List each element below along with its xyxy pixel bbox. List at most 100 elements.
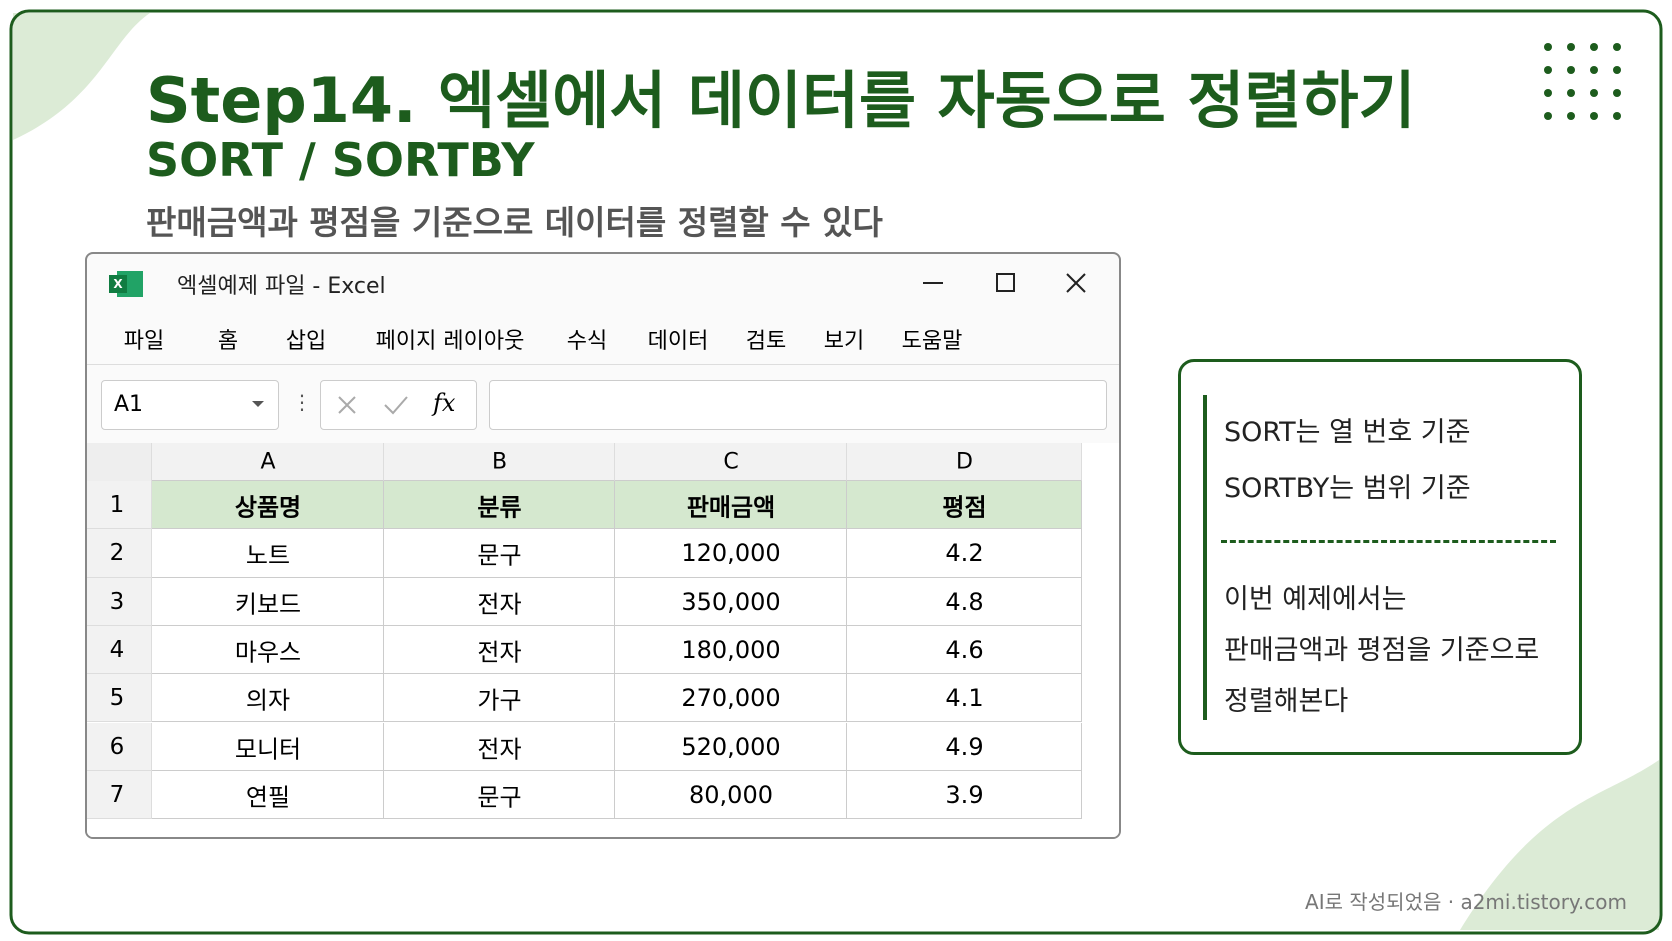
- row-number: 7: [109, 781, 125, 808]
- formula-bar[interactable]: [489, 380, 1107, 430]
- note-line: SORT는 열 번호 기준: [1224, 417, 1471, 448]
- cell-text: 상품명: [234, 493, 302, 522]
- cell-text: 판매금액: [686, 493, 776, 522]
- note-line: 이번 예제에서는: [1224, 584, 1407, 615]
- cell-text: 의자: [245, 686, 291, 715]
- row-header: [87, 529, 152, 578]
- cell-text: 키보드: [234, 590, 302, 619]
- cell-text: 문구: [477, 783, 522, 812]
- cell-text: 3.9: [945, 780, 984, 809]
- cell-text: 노트: [245, 541, 291, 570]
- fx-icon[interactable]: fx: [433, 389, 456, 417]
- cell-text: 마우스: [234, 638, 302, 667]
- dot: [1567, 43, 1575, 51]
- row-number: 5: [109, 685, 125, 712]
- cell: [615, 577, 847, 626]
- dot: [1567, 66, 1575, 74]
- cell-text: 가구: [477, 686, 522, 715]
- cell: [847, 722, 1082, 771]
- subtitle: SORT / SORTBY: [146, 133, 535, 187]
- dot: [1613, 66, 1621, 74]
- menu-item[interactable]: 수식: [566, 329, 608, 354]
- dot: [1590, 66, 1598, 74]
- corner: [87, 443, 152, 482]
- column-header: [384, 443, 615, 481]
- dot: [1567, 89, 1575, 97]
- dot: [1544, 66, 1552, 74]
- cell-text: 전자: [477, 638, 522, 667]
- row-number: 3: [109, 588, 125, 615]
- column-header: [152, 443, 384, 481]
- column-header: [615, 443, 847, 481]
- dropdown-arrow: [252, 401, 264, 413]
- menu-item[interactable]: 파일: [123, 329, 165, 354]
- sheet: A B C D 1 상품명 분류 판매금액 평점 2 노트 문구 120,000 4.2 3 키보드 전자 350…: [87, 443, 1119, 837]
- dot: [1544, 89, 1552, 97]
- dot: [1613, 112, 1621, 120]
- row-number: 2: [109, 540, 125, 567]
- window-title: 엑셀예제 파일 - Excel: [177, 274, 386, 299]
- row-number: 1: [109, 492, 125, 519]
- cell: [847, 770, 1082, 820]
- cell: [152, 529, 384, 578]
- cell: [615, 481, 847, 530]
- row-header: [87, 481, 152, 530]
- menu-item[interactable]: 홈: [217, 329, 239, 354]
- cell: [152, 722, 384, 771]
- cell: [384, 770, 615, 820]
- cell: [615, 770, 847, 820]
- menu-item[interactable]: 삽입: [285, 329, 327, 354]
- cell: [615, 722, 847, 771]
- note-line: 판매금액과 평점을 기준으로: [1224, 635, 1540, 666]
- note-box: SORT는 열 번호 기준 SORTBY는 범위 기준 이번 예제에서는 판매금액과 …: [1178, 359, 1582, 755]
- dot: [1590, 112, 1598, 120]
- dot: [1613, 43, 1621, 51]
- menu-item[interactable]: 보기: [823, 329, 865, 354]
- menu-item[interactable]: 검토: [745, 329, 787, 354]
- excel-window: X 엑셀예제 파일 - Excel A1 ⋮ fx A B C D 1 상품명 분류 판매금액…: [85, 252, 1121, 839]
- cell: [847, 674, 1082, 723]
- excel-icon[interactable]: X: [109, 269, 143, 299]
- dot: [1590, 89, 1598, 97]
- cell: [615, 529, 847, 578]
- column-label: A: [260, 449, 276, 475]
- cell-text: 연필: [245, 783, 291, 812]
- window-controls[interactable]: [907, 266, 1107, 300]
- cell: [615, 674, 847, 723]
- cell: [847, 529, 1082, 578]
- name-box[interactable]: A1: [101, 380, 279, 430]
- row-header: [87, 625, 152, 675]
- cell: [847, 625, 1082, 675]
- dot: [1544, 112, 1552, 120]
- dot: [1544, 43, 1552, 51]
- column-header: [847, 443, 1082, 481]
- separator: ⋮: [292, 390, 312, 414]
- menu-item[interactable]: 도움말: [901, 329, 963, 354]
- cell-text: 350,000: [681, 587, 781, 616]
- svg-text:X: X: [113, 277, 123, 291]
- cell: [384, 529, 615, 578]
- cell-text: 80,000: [689, 780, 773, 809]
- dot: [1567, 112, 1575, 120]
- cell: [384, 674, 615, 723]
- cell-text: 120,000: [681, 539, 781, 568]
- note-line: 정렬해본다: [1224, 686, 1349, 717]
- column-label: C: [723, 449, 739, 475]
- row-number: 6: [109, 733, 125, 760]
- cell: [384, 481, 615, 530]
- cell-text: 4.8: [945, 587, 984, 616]
- menu-item[interactable]: 페이지 레이아웃: [375, 329, 525, 354]
- title: Step14. 엑셀에서 데이터를 자동으로 정렬하기: [146, 64, 1416, 137]
- cell-text: 문구: [477, 541, 522, 570]
- cell-text: 전자: [477, 590, 522, 619]
- cell-text: 4.9: [945, 732, 984, 761]
- cell-text: 180,000: [681, 636, 781, 665]
- column-label: B: [491, 449, 508, 475]
- cell-text: 전자: [477, 735, 522, 764]
- cell: [615, 625, 847, 675]
- menu-item[interactable]: 데이터: [647, 329, 709, 354]
- cell-text: 270,000: [681, 684, 781, 713]
- cell-text: 평점: [942, 493, 987, 522]
